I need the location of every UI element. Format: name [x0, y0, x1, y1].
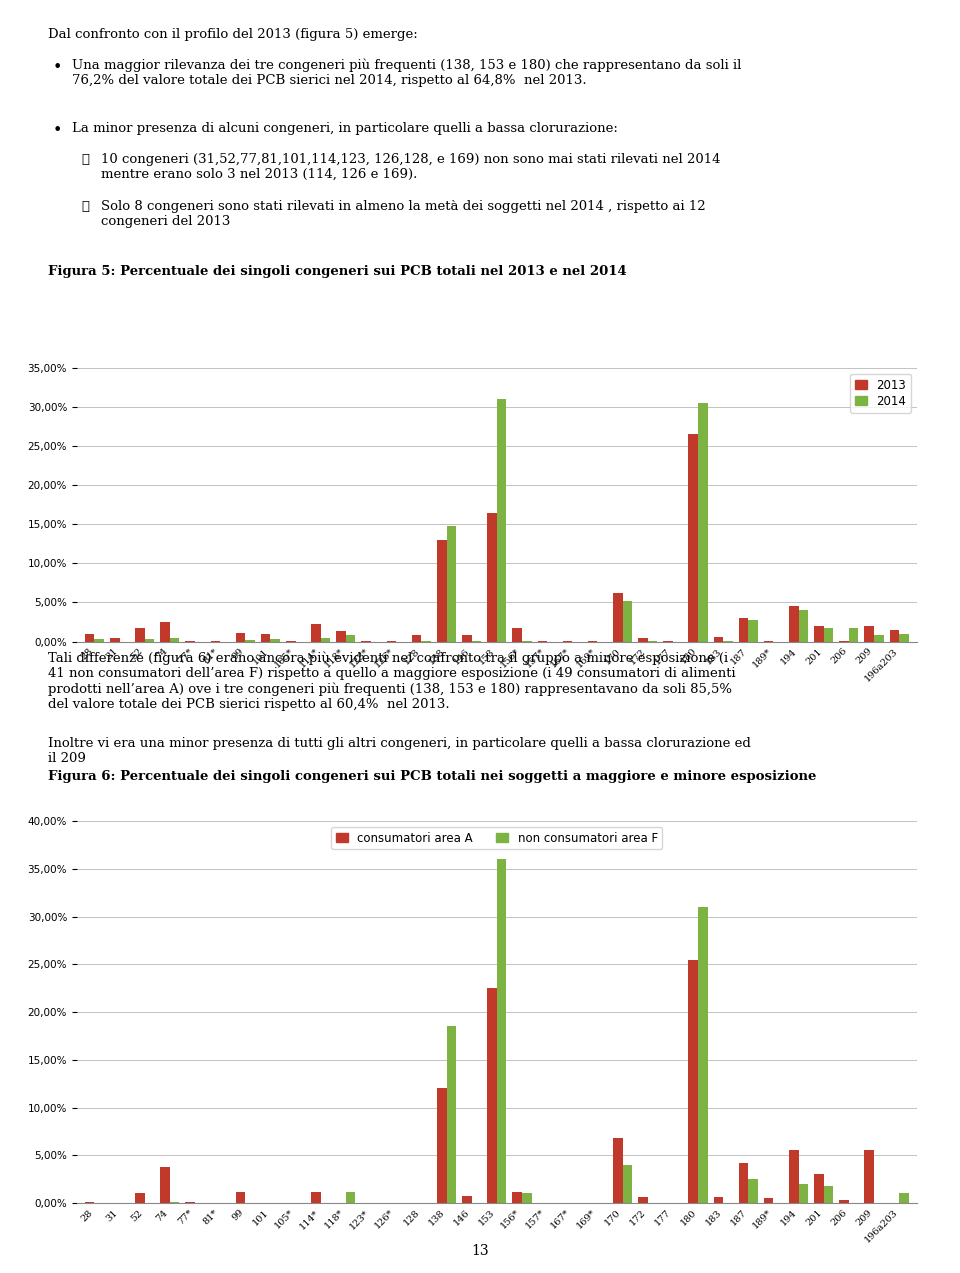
Text: ➤: ➤ — [82, 153, 89, 165]
Bar — [799, 1184, 808, 1203]
Bar — [789, 1151, 799, 1203]
Bar — [522, 1194, 532, 1203]
Bar — [824, 1186, 833, 1203]
Text: Tali differenze (figura 6) erano ancora più evidenti nel confronto tra il gruppo: Tali differenze (figura 6) erano ancora … — [48, 652, 735, 710]
Bar — [698, 906, 708, 1203]
Bar — [638, 1197, 648, 1203]
Bar — [488, 513, 497, 642]
Bar — [613, 593, 622, 642]
Bar — [814, 1174, 824, 1203]
Text: Inoltre vi era una minor presenza di tutti gli altri congeneri, in particolare q: Inoltre vi era una minor presenza di tut… — [48, 737, 751, 765]
Bar — [900, 1194, 909, 1203]
Bar — [849, 628, 858, 642]
Text: 13: 13 — [471, 1244, 489, 1258]
Text: •: • — [53, 59, 62, 75]
Bar — [170, 638, 180, 642]
Bar — [513, 1192, 522, 1203]
Bar — [497, 400, 506, 642]
Bar — [865, 626, 874, 642]
Bar — [865, 1151, 874, 1203]
Bar — [145, 639, 155, 642]
Bar — [748, 1179, 757, 1203]
Bar — [890, 630, 900, 642]
Bar — [94, 639, 104, 642]
Bar — [497, 859, 506, 1203]
Bar — [311, 624, 321, 642]
Text: ➤: ➤ — [82, 200, 89, 213]
Bar — [185, 1202, 195, 1203]
Text: 10 congeneri (31,52,77,81,101,114,123, 126,128, e 169) non sono mai stati rileva: 10 congeneri (31,52,77,81,101,114,123, 1… — [101, 153, 720, 181]
Bar — [839, 1200, 849, 1203]
Bar — [84, 1202, 94, 1203]
Bar — [824, 628, 833, 642]
Text: Una maggior rilevanza dei tre congeneri più frequenti (138, 153 e 180) che rappr: Una maggior rilevanza dei tre congeneri … — [72, 59, 741, 87]
Bar — [346, 1193, 355, 1203]
Bar — [236, 633, 246, 642]
Bar — [437, 540, 446, 642]
Bar — [638, 638, 648, 642]
Text: Figura 6: Percentuale dei singoli congeneri sui PCB totali nei soggetti a maggio: Figura 6: Percentuale dei singoli congen… — [48, 770, 816, 783]
Bar — [84, 634, 94, 642]
Text: Solo 8 congeneri sono stati rilevati in almeno la metà dei soggetti nel 2014 , r: Solo 8 congeneri sono stati rilevati in … — [101, 200, 706, 228]
Bar — [462, 1197, 471, 1203]
Text: •: • — [53, 122, 62, 139]
Bar — [246, 640, 254, 642]
Text: Figura 5: Percentuale dei singoli congeneri sui PCB totali nel 2013 e nel 2014: Figura 5: Percentuale dei singoli congen… — [48, 265, 627, 278]
Bar — [135, 1194, 145, 1203]
Bar — [739, 619, 748, 642]
Bar — [110, 638, 120, 642]
Bar — [698, 404, 708, 642]
Bar — [874, 634, 883, 642]
Bar — [613, 1138, 622, 1203]
Legend: 2013, 2014: 2013, 2014 — [851, 374, 911, 412]
Legend: consumatori area A, non consumatori area F: consumatori area A, non consumatori area… — [331, 827, 662, 849]
Text: La minor presenza di alcuni congeneri, in particolare quelli a bassa clorurazion: La minor presenza di alcuni congeneri, i… — [72, 122, 618, 135]
Bar — [271, 639, 280, 642]
Bar — [748, 620, 757, 642]
Bar — [311, 1192, 321, 1203]
Bar — [160, 1166, 170, 1203]
Bar — [462, 635, 471, 642]
Bar — [346, 635, 355, 642]
Bar — [900, 634, 909, 642]
Bar — [160, 622, 170, 642]
Bar — [799, 610, 808, 642]
Bar — [261, 634, 271, 642]
Bar — [446, 1026, 456, 1203]
Bar — [412, 635, 421, 642]
Bar — [622, 601, 632, 642]
Bar — [488, 988, 497, 1203]
Bar — [789, 606, 799, 642]
Text: Dal confronto con il profilo del 2013 (figura 5) emerge:: Dal confronto con il profilo del 2013 (f… — [48, 28, 418, 41]
Bar — [764, 1198, 774, 1203]
Bar — [814, 626, 824, 642]
Bar — [739, 1164, 748, 1203]
Bar — [336, 630, 346, 642]
Bar — [437, 1088, 446, 1203]
Bar — [135, 628, 145, 642]
Bar — [688, 960, 698, 1203]
Bar — [513, 629, 522, 642]
Bar — [688, 434, 698, 642]
Bar — [446, 526, 456, 642]
Bar — [622, 1165, 632, 1203]
Bar — [713, 1197, 723, 1203]
Bar — [713, 636, 723, 642]
Bar — [236, 1192, 246, 1203]
Bar — [321, 638, 330, 642]
